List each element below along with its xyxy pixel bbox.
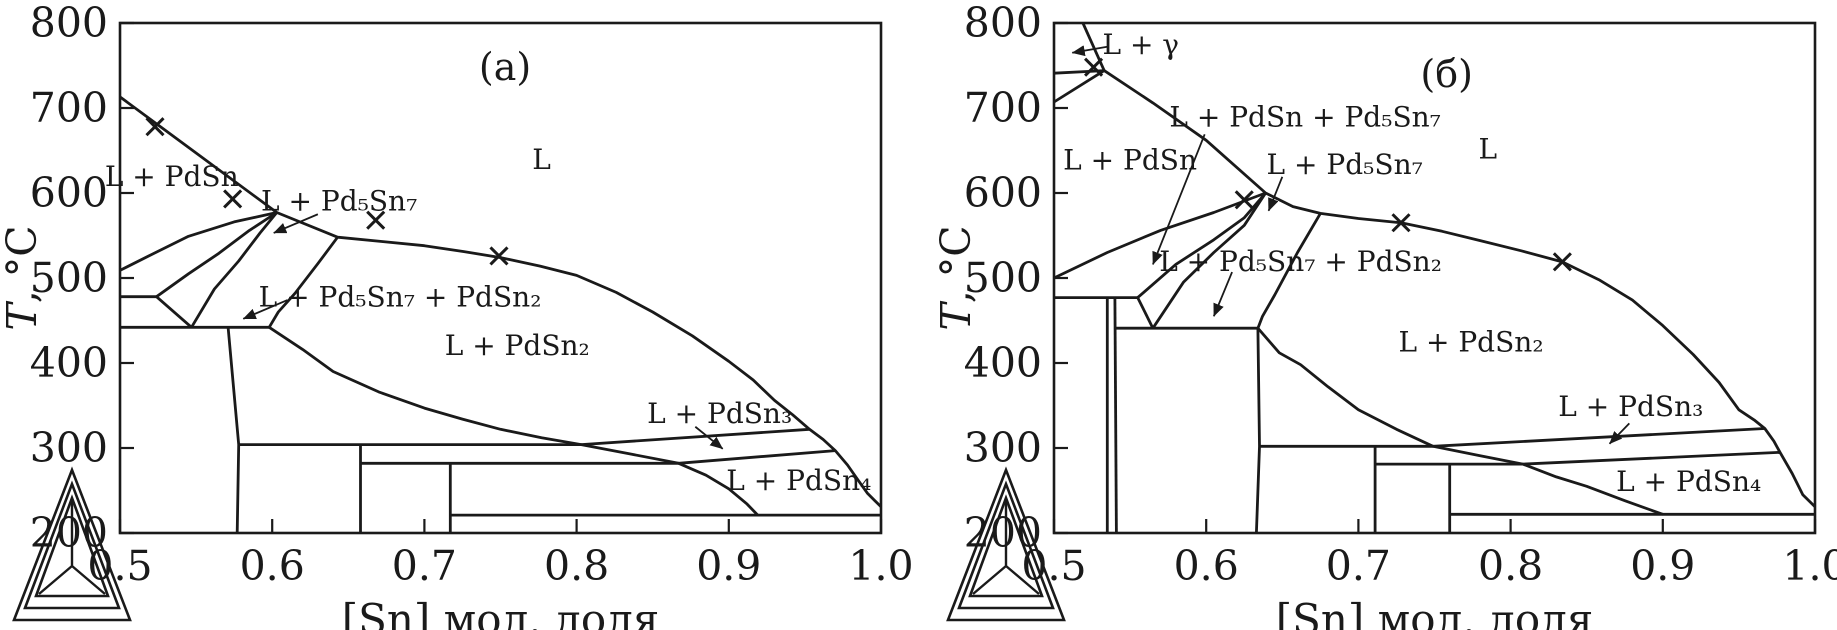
thermo-calc-logo-a <box>12 466 132 622</box>
boundary-pdsn3-band-top <box>1432 427 1765 448</box>
subplot-title: (б) <box>1420 52 1473 96</box>
annotation-arrow <box>1608 422 1630 445</box>
x-axis-title: [Sn] мол. доля <box>1276 595 1594 630</box>
annotation-arrow <box>273 213 319 234</box>
region-label: L + Pd₅Sn₇ + PdSn₂ <box>1159 245 1442 278</box>
annotation-arrow <box>1212 271 1233 317</box>
boundary-pdsn3-band-top <box>581 427 810 446</box>
y-tick-label: 600 <box>964 169 1042 217</box>
subplot-title: (a) <box>479 45 531 89</box>
thermo-calc-logo-b <box>946 466 1066 622</box>
phase-diagram-a: 0.5 0.6 0.7 0.8 0.9 1.0800700600500400300200[… <box>0 0 914 630</box>
y-axis-title: T, °C <box>932 225 980 330</box>
region-label: L + Pd₅Sn₇ + PdSn₂ <box>259 281 542 314</box>
annotation-arrow <box>1267 176 1284 212</box>
y-tick-label: 600 <box>30 169 108 217</box>
x-tick-label: 0.9 <box>696 542 761 590</box>
x-tick-label: 0.8 <box>544 542 609 590</box>
y-tick-label: 500 <box>964 254 1042 302</box>
region-label: L + PdSn₂ <box>1398 326 1543 359</box>
boundary-pdsn2-solvus <box>268 326 759 517</box>
annotation-arrow <box>242 299 288 320</box>
boundary-gamma-isotherm-707 <box>1053 69 1105 104</box>
region-label: L + PdSn + Pd₅Sn₇ <box>1169 100 1441 133</box>
boundary-wedge-edge <box>155 295 193 329</box>
boundary-fan-curve-3 <box>190 211 278 329</box>
region-label: L + Pd₅Sn₇ <box>1267 148 1423 181</box>
region-label: L <box>1478 133 1497 166</box>
y-tick-label: 700 <box>964 84 1042 132</box>
boundary-compound-line-1b <box>1113 297 1118 534</box>
x-tick-label: 0.8 <box>1478 542 1543 590</box>
boundary-pd5sn7-right-edge <box>267 236 339 329</box>
region-label: L + γ <box>1102 28 1179 61</box>
x-tick-label: 0.7 <box>1326 542 1391 590</box>
x-tick-label: 0.7 <box>392 542 457 590</box>
boundary-fan-curve-3 <box>1151 192 1267 329</box>
region-label: L + PdSn <box>105 160 239 193</box>
experimental-point-marker <box>1084 57 1104 77</box>
region-label: L + Pd₅Sn₇ <box>261 185 417 218</box>
boundary-pdsn3-band-bottom <box>678 449 836 465</box>
phase-diagram-b: 0.5 0.6 0.7 0.8 0.9 1.0800700600500400300200[… <box>932 0 1837 630</box>
boundary-liquidus <box>119 95 882 508</box>
experimental-point-marker <box>489 246 509 266</box>
x-tick-label: 0.9 <box>1630 542 1695 590</box>
boundary-gamma-edge <box>1081 22 1106 72</box>
x-tick-label: 0.6 <box>1174 542 1239 590</box>
boundary-liquidus <box>1103 69 1816 508</box>
experimental-point-marker <box>223 189 243 209</box>
boundary-wedge-edge <box>1136 296 1155 329</box>
region-label: L + PdSn <box>1063 144 1197 177</box>
experimental-point-marker <box>145 117 165 137</box>
y-tick-label: 400 <box>964 339 1042 387</box>
x-tick-label: 0.6 <box>240 542 305 590</box>
y-tick-label: 500 <box>30 254 108 302</box>
y-tick-label: 800 <box>30 0 108 47</box>
boundary-pdsn-solvus <box>1053 191 1267 280</box>
boundary-compound-line-1 <box>226 327 241 534</box>
x-tick-label: 1.0 <box>848 542 913 590</box>
y-tick-label: 700 <box>30 84 108 132</box>
region-label: L + PdSn₂ <box>445 329 590 362</box>
region-label: L <box>532 143 551 176</box>
y-tick-label: 800 <box>964 0 1042 47</box>
x-tick-label: 1.0 <box>1782 542 1837 590</box>
boundary-pd5sn7-right-edge <box>1256 212 1322 329</box>
experimental-point-marker <box>1552 252 1572 272</box>
boundary-pdsn3-band-bottom <box>1522 450 1781 466</box>
y-tick-label: 400 <box>30 339 108 387</box>
experimental-point-marker <box>1234 190 1254 210</box>
experimental-point-marker <box>1391 213 1411 233</box>
boundary-compound-line-2 <box>1255 328 1261 534</box>
experimental-point-marker <box>366 210 386 230</box>
y-axis-title: T, °C <box>0 225 46 330</box>
x-axis-title: [Sn] мол. доля <box>342 595 660 630</box>
y-tick-label: 300 <box>964 424 1042 472</box>
region-label: L + PdSn₄ <box>726 464 871 497</box>
region-label: L + PdSn₃ <box>1558 390 1703 423</box>
annotation-arrow <box>1152 134 1206 265</box>
boundary-fan-curve-2 <box>155 211 278 298</box>
boundary-pdsn-solvus <box>119 211 278 272</box>
y-tick-label: 300 <box>30 424 108 472</box>
region-label: L + PdSn₃ <box>647 397 792 430</box>
annotation-arrow <box>694 426 724 450</box>
region-label: L + PdSn₄ <box>1616 465 1761 498</box>
boundary-fan-curve-2 <box>1136 192 1267 299</box>
annotation-arrow <box>1071 45 1108 57</box>
